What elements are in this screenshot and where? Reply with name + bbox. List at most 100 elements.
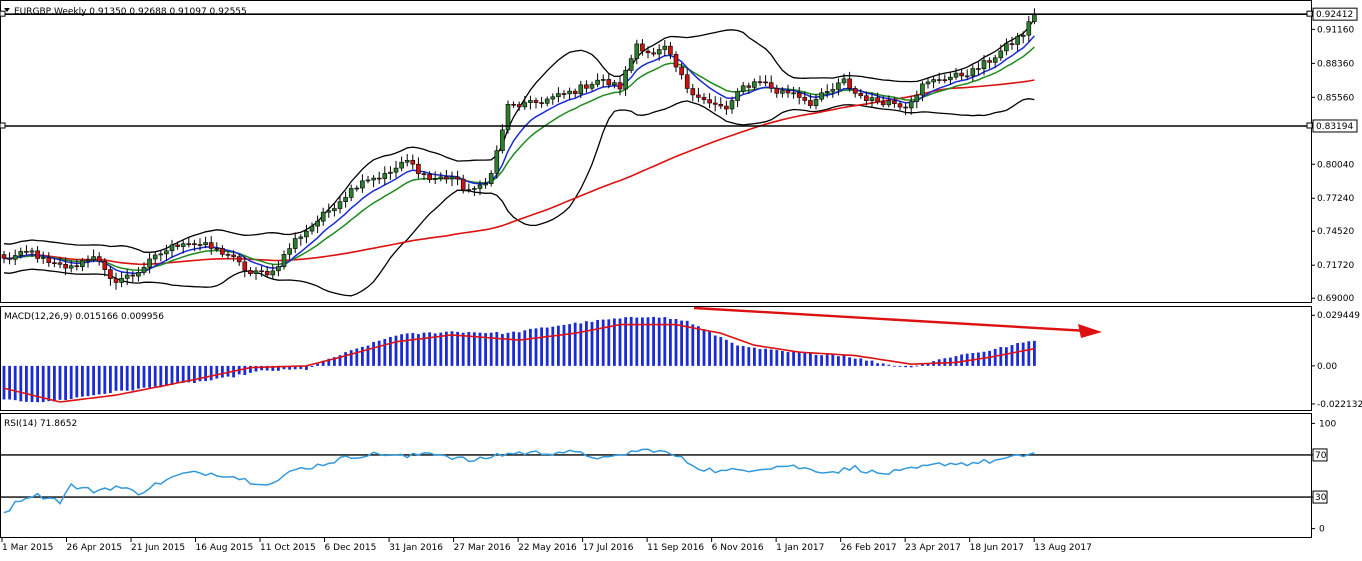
candle[interactable] <box>908 96 914 115</box>
candle[interactable] <box>858 89 864 99</box>
candle[interactable] <box>718 97 724 110</box>
candle[interactable] <box>813 93 819 110</box>
candle[interactable] <box>1015 32 1020 52</box>
candle[interactable] <box>18 247 24 259</box>
candle[interactable] <box>864 91 869 106</box>
candle[interactable] <box>684 68 690 94</box>
candle[interactable] <box>696 87 701 103</box>
candle[interactable] <box>768 75 774 93</box>
candle[interactable] <box>438 172 444 182</box>
divergence-arrow-line[interactable] <box>693 306 1089 333</box>
candle[interactable] <box>746 82 752 94</box>
candle[interactable] <box>360 174 365 193</box>
candle[interactable] <box>404 153 410 167</box>
candle[interactable] <box>270 264 276 280</box>
candle[interactable] <box>774 84 780 98</box>
candle[interactable] <box>388 166 393 180</box>
macd-pane[interactable] <box>0 306 1312 411</box>
candle[interactable] <box>623 66 628 97</box>
candle[interactable] <box>399 156 404 172</box>
candle[interactable] <box>242 256 248 278</box>
line-handle[interactable] <box>1306 10 1313 17</box>
divergence-arrow-head[interactable] <box>1078 324 1102 338</box>
candle[interactable] <box>253 267 259 280</box>
candle[interactable] <box>656 44 662 61</box>
candle[interactable] <box>348 184 354 202</box>
candle[interactable] <box>494 145 500 179</box>
candle[interactable] <box>231 250 236 262</box>
candle[interactable] <box>281 250 287 270</box>
candle[interactable] <box>964 69 970 80</box>
candle[interactable] <box>141 262 147 276</box>
candle[interactable] <box>7 252 12 265</box>
candle[interactable] <box>847 71 852 92</box>
candle[interactable] <box>158 250 164 262</box>
candle[interactable] <box>763 75 768 87</box>
candle[interactable] <box>645 46 651 59</box>
candle[interactable] <box>925 77 931 89</box>
candle[interactable] <box>869 92 875 107</box>
candle[interactable] <box>192 239 197 252</box>
candle[interactable] <box>63 257 68 276</box>
candle[interactable] <box>841 73 847 86</box>
candle[interactable] <box>959 69 964 80</box>
candle[interactable] <box>886 95 892 108</box>
candle[interactable] <box>416 157 421 179</box>
candle[interactable] <box>953 67 959 80</box>
candle[interactable] <box>572 88 578 98</box>
candle[interactable] <box>119 272 124 288</box>
candle[interactable] <box>511 101 516 108</box>
candle[interactable] <box>556 87 561 103</box>
candle[interactable] <box>466 183 472 193</box>
candle[interactable] <box>500 124 505 154</box>
candle[interactable] <box>376 171 382 184</box>
candle[interactable] <box>197 238 203 251</box>
candle[interactable] <box>668 41 673 60</box>
candle[interactable] <box>175 241 180 250</box>
candle[interactable] <box>757 75 763 86</box>
candle[interactable] <box>52 258 57 268</box>
candle[interactable] <box>712 96 718 112</box>
candle[interactable] <box>987 57 992 69</box>
candle[interactable] <box>780 87 785 98</box>
candle[interactable] <box>343 191 348 208</box>
candle[interactable] <box>634 39 640 65</box>
candle[interactable] <box>690 84 696 102</box>
candle[interactable] <box>326 203 332 218</box>
candle[interactable] <box>444 169 449 184</box>
candle[interactable] <box>24 245 29 255</box>
candle[interactable] <box>276 261 281 277</box>
candle[interactable] <box>600 74 606 88</box>
candle[interactable] <box>74 258 80 271</box>
candle[interactable] <box>371 175 376 188</box>
candle[interactable] <box>35 246 40 263</box>
candle[interactable] <box>287 243 292 260</box>
candle[interactable] <box>292 232 298 254</box>
candle[interactable] <box>584 80 589 93</box>
candle[interactable] <box>516 101 522 111</box>
candle[interactable] <box>679 63 684 80</box>
candle[interactable] <box>1 250 7 264</box>
candle[interactable] <box>628 54 634 74</box>
candle[interactable] <box>332 203 337 217</box>
candle[interactable] <box>701 93 707 105</box>
candle[interactable] <box>724 100 729 115</box>
candle[interactable] <box>589 81 595 91</box>
candle[interactable] <box>147 252 152 274</box>
candle[interactable] <box>248 267 253 277</box>
candle[interactable] <box>354 185 360 192</box>
candle[interactable] <box>80 257 85 272</box>
candle[interactable] <box>791 86 796 99</box>
candle[interactable] <box>578 80 584 99</box>
candle[interactable] <box>528 95 533 110</box>
candle[interactable] <box>942 74 948 84</box>
candle[interactable] <box>785 84 791 98</box>
candle[interactable] <box>96 252 102 266</box>
candle[interactable] <box>595 73 600 88</box>
candle[interactable] <box>432 171 438 185</box>
candle[interactable] <box>752 78 757 90</box>
dropdown-triangle-icon[interactable] <box>4 8 10 12</box>
candle[interactable] <box>970 65 976 82</box>
candle[interactable] <box>830 83 836 98</box>
